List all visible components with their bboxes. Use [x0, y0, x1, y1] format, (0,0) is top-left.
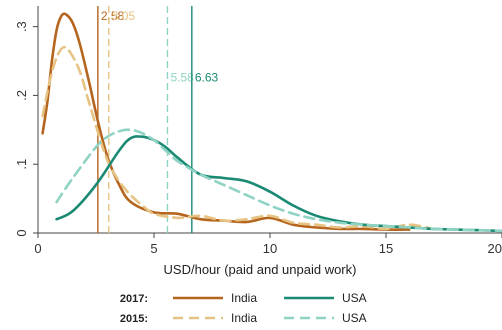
legend-year-label: 2015: — [120, 313, 148, 325]
x-tick-label: 10 — [263, 241, 277, 256]
series-line-usa-2017 — [55, 135, 502, 233]
legend-year-label: 2017: — [120, 293, 148, 305]
legend-label: India — [231, 291, 257, 305]
x-tick-label: 15 — [379, 241, 393, 256]
x-tick-label: 5 — [150, 241, 157, 256]
x-axis-title: USD/hour (paid and unpaid work) — [164, 262, 357, 277]
x-tick-label: 0 — [34, 241, 41, 256]
legend-label: USA — [342, 311, 367, 325]
reference-line-label: 5.58 — [170, 71, 194, 85]
reference-line-label: 6.63 — [195, 71, 219, 85]
legend-label: India — [231, 311, 257, 325]
x-axis-ticks: 0 5 10 15 20 — [34, 233, 502, 256]
y-tick-label: .2 — [14, 90, 29, 101]
reference-line-label: 2.58 — [101, 9, 125, 23]
plot-area: 0 .1 .2 .3 0 5 10 15 20 2.583.05 5.58 6.63 — [14, 6, 502, 256]
y-tick-label: 0 — [14, 229, 29, 236]
legend-label: USA — [342, 291, 367, 305]
y-axis-ticks: 0 .1 .2 .3 — [14, 21, 38, 237]
y-tick-label: .3 — [14, 21, 29, 32]
reference-lines: 2.583.05 5.58 6.63 — [97, 6, 219, 233]
y-tick-label: .1 — [14, 159, 29, 170]
series-lines — [41, 12, 502, 233]
reference-line-label: 3.05 — [112, 9, 136, 23]
series-line-india-2017 — [41, 12, 411, 231]
series-line-usa-2015 — [55, 128, 502, 233]
series-line-india-2015 — [41, 45, 434, 231]
legend: 2017: India USA 2015: India USA — [120, 291, 367, 325]
x-tick-label: 20 — [488, 241, 502, 256]
